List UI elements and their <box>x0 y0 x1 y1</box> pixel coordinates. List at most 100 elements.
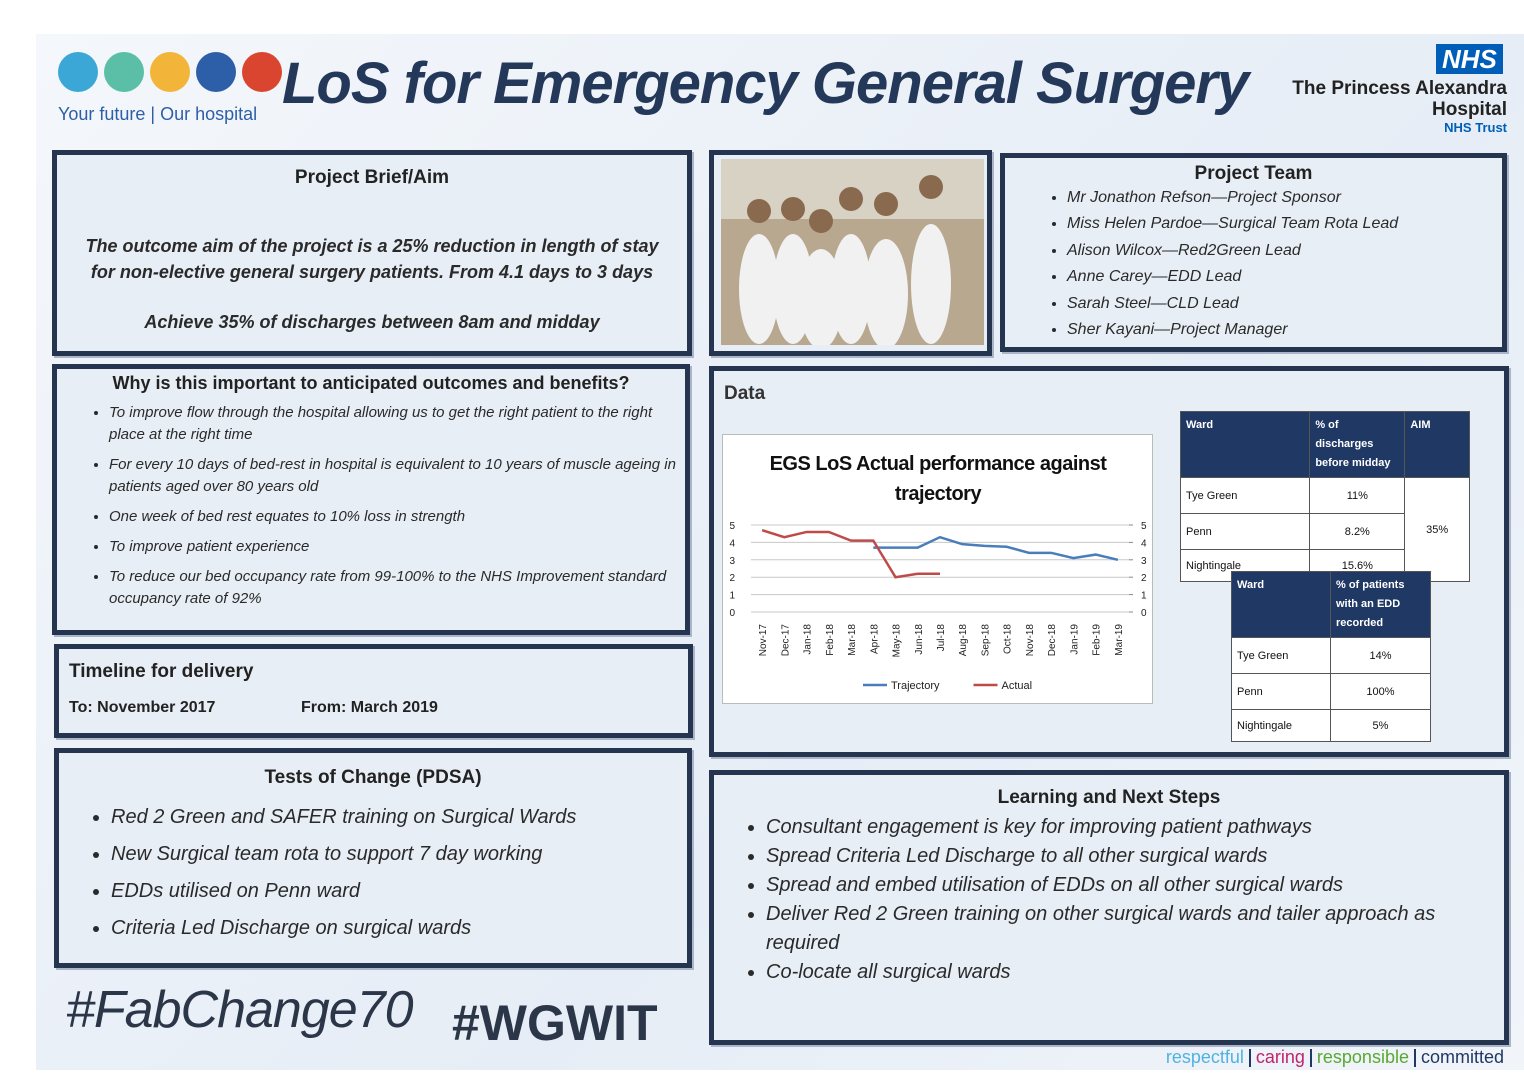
chart-box: EGS LoS Actual performance against traje… <box>722 434 1153 704</box>
edd-table: Ward % of patients with an EDD recorded … <box>1231 571 1431 742</box>
y-tick-label: 3 <box>729 556 735 567</box>
y2-tick-label: 0 <box>1141 608 1147 619</box>
separator <box>1309 1048 1312 1067</box>
value-word: respectful <box>1165 1047 1244 1067</box>
y-tick-label: 5 <box>729 521 735 532</box>
y-tick-label: 1 <box>729 591 735 602</box>
tests-panel: Tests of Change (PDSA) Red 2 Green and S… <box>54 748 692 968</box>
cell: 35% <box>1404 477 1470 582</box>
header-cell: AIM <box>1404 411 1470 478</box>
x-tick-label: Nov-17 <box>758 624 769 657</box>
x-tick-label: Apr-18 <box>869 624 880 654</box>
test-item: EDDs utilised on Penn ward <box>111 873 687 910</box>
x-tick-label: Dec-17 <box>780 624 791 657</box>
x-tick-label: Mar-18 <box>847 624 858 656</box>
cell: 11% <box>1309 477 1406 514</box>
x-tick-label: Jan-19 <box>1069 624 1080 655</box>
x-tick-label: May-18 <box>892 624 903 658</box>
header-cell: % of patients with an EDD recorded <box>1330 571 1431 638</box>
timeline-to: To: November 2017 <box>69 699 216 716</box>
team-member: Alison Wilcox—Red2Green Lead <box>1067 238 1502 264</box>
why-item: To improve flow through the hospital all… <box>109 402 679 446</box>
value-word: committed <box>1420 1047 1504 1067</box>
cell: Tye Green <box>1231 637 1331 674</box>
x-tick-label: Oct-18 <box>1003 624 1014 654</box>
learning-item: Deliver Red 2 Green training on other su… <box>766 900 1474 958</box>
nhs-badge: NHS <box>1436 44 1503 74</box>
table-header: Ward % of patients with an EDD recorded <box>1231 571 1431 638</box>
hashtag: #FabChange70 <box>66 981 414 1039</box>
panel-title: Data <box>724 383 766 404</box>
learning-item: Spread Criteria Led Discharge to all oth… <box>766 842 1474 871</box>
panel-title: Project Team <box>1194 163 1313 184</box>
cell: Nightingale <box>1231 709 1331 742</box>
test-item: Criteria Led Discharge on surgical wards <box>111 910 687 947</box>
heads <box>747 175 943 233</box>
cell: Penn <box>1231 673 1331 710</box>
test-item: Red 2 Green and SAFER training on Surgic… <box>111 799 687 836</box>
learning-list: Consultant engagement is key for improvi… <box>714 813 1504 987</box>
panel-title: Tests of Change (PDSA) <box>264 767 482 788</box>
header-cell: Ward <box>1231 571 1331 638</box>
learning-item: Consultant engagement is key for improvi… <box>766 813 1474 842</box>
team-member: Anne Carey—EDD Lead <box>1067 264 1502 290</box>
x-tick-label: Jan-18 <box>803 624 814 655</box>
team-photo <box>721 159 984 345</box>
x-tick-label: Dec-18 <box>1047 624 1058 657</box>
series-line <box>873 535 1119 562</box>
trust-name: The Princess Alexandra Hospital NHS Trus… <box>1292 78 1507 135</box>
panel-title: Learning and Next Steps <box>997 787 1221 808</box>
y-tick-label: 0 <box>729 608 735 619</box>
why-item: To improve patient experience <box>109 536 679 558</box>
chart-title: EGS LoS Actual performance against traje… <box>769 453 1107 505</box>
brief-text: The outcome aim of the project is a 25% … <box>77 233 667 335</box>
cell: 14% <box>1330 637 1431 674</box>
cell: 100% <box>1330 673 1431 710</box>
x-tick-label: Nov-18 <box>1025 624 1036 657</box>
timeline-from: From: March 2019 <box>301 699 438 716</box>
trust-line: NHS Trust <box>1444 120 1507 135</box>
table-row: Penn 8.2% <box>1179 513 1470 550</box>
series-line <box>761 529 940 579</box>
learning-panel: Learning and Next Steps Consultant engag… <box>709 770 1509 1045</box>
tests-list: Red 2 Green and SAFER training on Surgic… <box>59 799 687 947</box>
cell: Tye Green <box>1179 477 1311 514</box>
table-row: Tye Green 11% 35% <box>1179 477 1470 582</box>
brief-paragraph: Achieve 35% of discharges between 8am an… <box>144 312 600 332</box>
brief-panel: Project Brief/Aim The outcome aim of the… <box>52 150 692 356</box>
table-row: Penn 100% <box>1231 673 1431 710</box>
team-member: Sher Kayani—Project Manager <box>1067 317 1502 343</box>
x-tick-label: Sep-18 <box>980 624 991 657</box>
table-row: Tye Green 14% <box>1231 637 1431 674</box>
table-header: Ward % of discharges before midday AIM <box>1179 411 1470 478</box>
x-tick-label: Jun-18 <box>914 624 925 655</box>
panel-title: Timeline for delivery <box>69 661 254 682</box>
header-cell: Ward <box>1179 411 1311 478</box>
discharge-table: Ward % of discharges before midday AIM T… <box>1179 411 1470 582</box>
photo-panel <box>709 150 992 356</box>
why-list: To improve flow through the hospital all… <box>57 402 685 610</box>
why-item: For every 10 days of bed-rest in hospita… <box>109 454 679 498</box>
table-row: Nightingale 5% <box>1231 709 1431 742</box>
x-tick-label: Aug-18 <box>958 624 969 657</box>
people <box>739 224 951 345</box>
icon <box>196 52 236 92</box>
legend-label: Actual <box>1002 680 1033 692</box>
team-panel: Project Team Mr Jonathon Refson—Project … <box>1000 153 1507 352</box>
tagline: Your future | Our hospital <box>58 104 258 124</box>
value-word: responsible <box>1316 1047 1409 1067</box>
timeline-panel: Timeline for delivery To: November 2017 … <box>54 644 693 738</box>
trust-line: The Princess Alexandra <box>1292 78 1507 99</box>
x-tick-label: Feb-19 <box>1092 624 1103 656</box>
why-panel: Why is this important to anticipated out… <box>52 364 690 635</box>
team-list: Mr Jonathon Refson—Project SponsorMiss H… <box>1005 185 1502 343</box>
cell: 8.2% <box>1309 513 1406 550</box>
x-tick-label: Mar-19 <box>1114 624 1125 656</box>
learning-item: Spread and embed utilisation of EDDs on … <box>766 871 1474 900</box>
icon <box>104 52 144 92</box>
value-word: caring <box>1255 1047 1305 1067</box>
values-footer: respectful caring responsible committed <box>1166 1047 1504 1068</box>
team-member: Sarah Steel—CLD Lead <box>1067 291 1502 317</box>
separator <box>1248 1048 1251 1067</box>
legend-label: Trajectory <box>891 680 940 692</box>
